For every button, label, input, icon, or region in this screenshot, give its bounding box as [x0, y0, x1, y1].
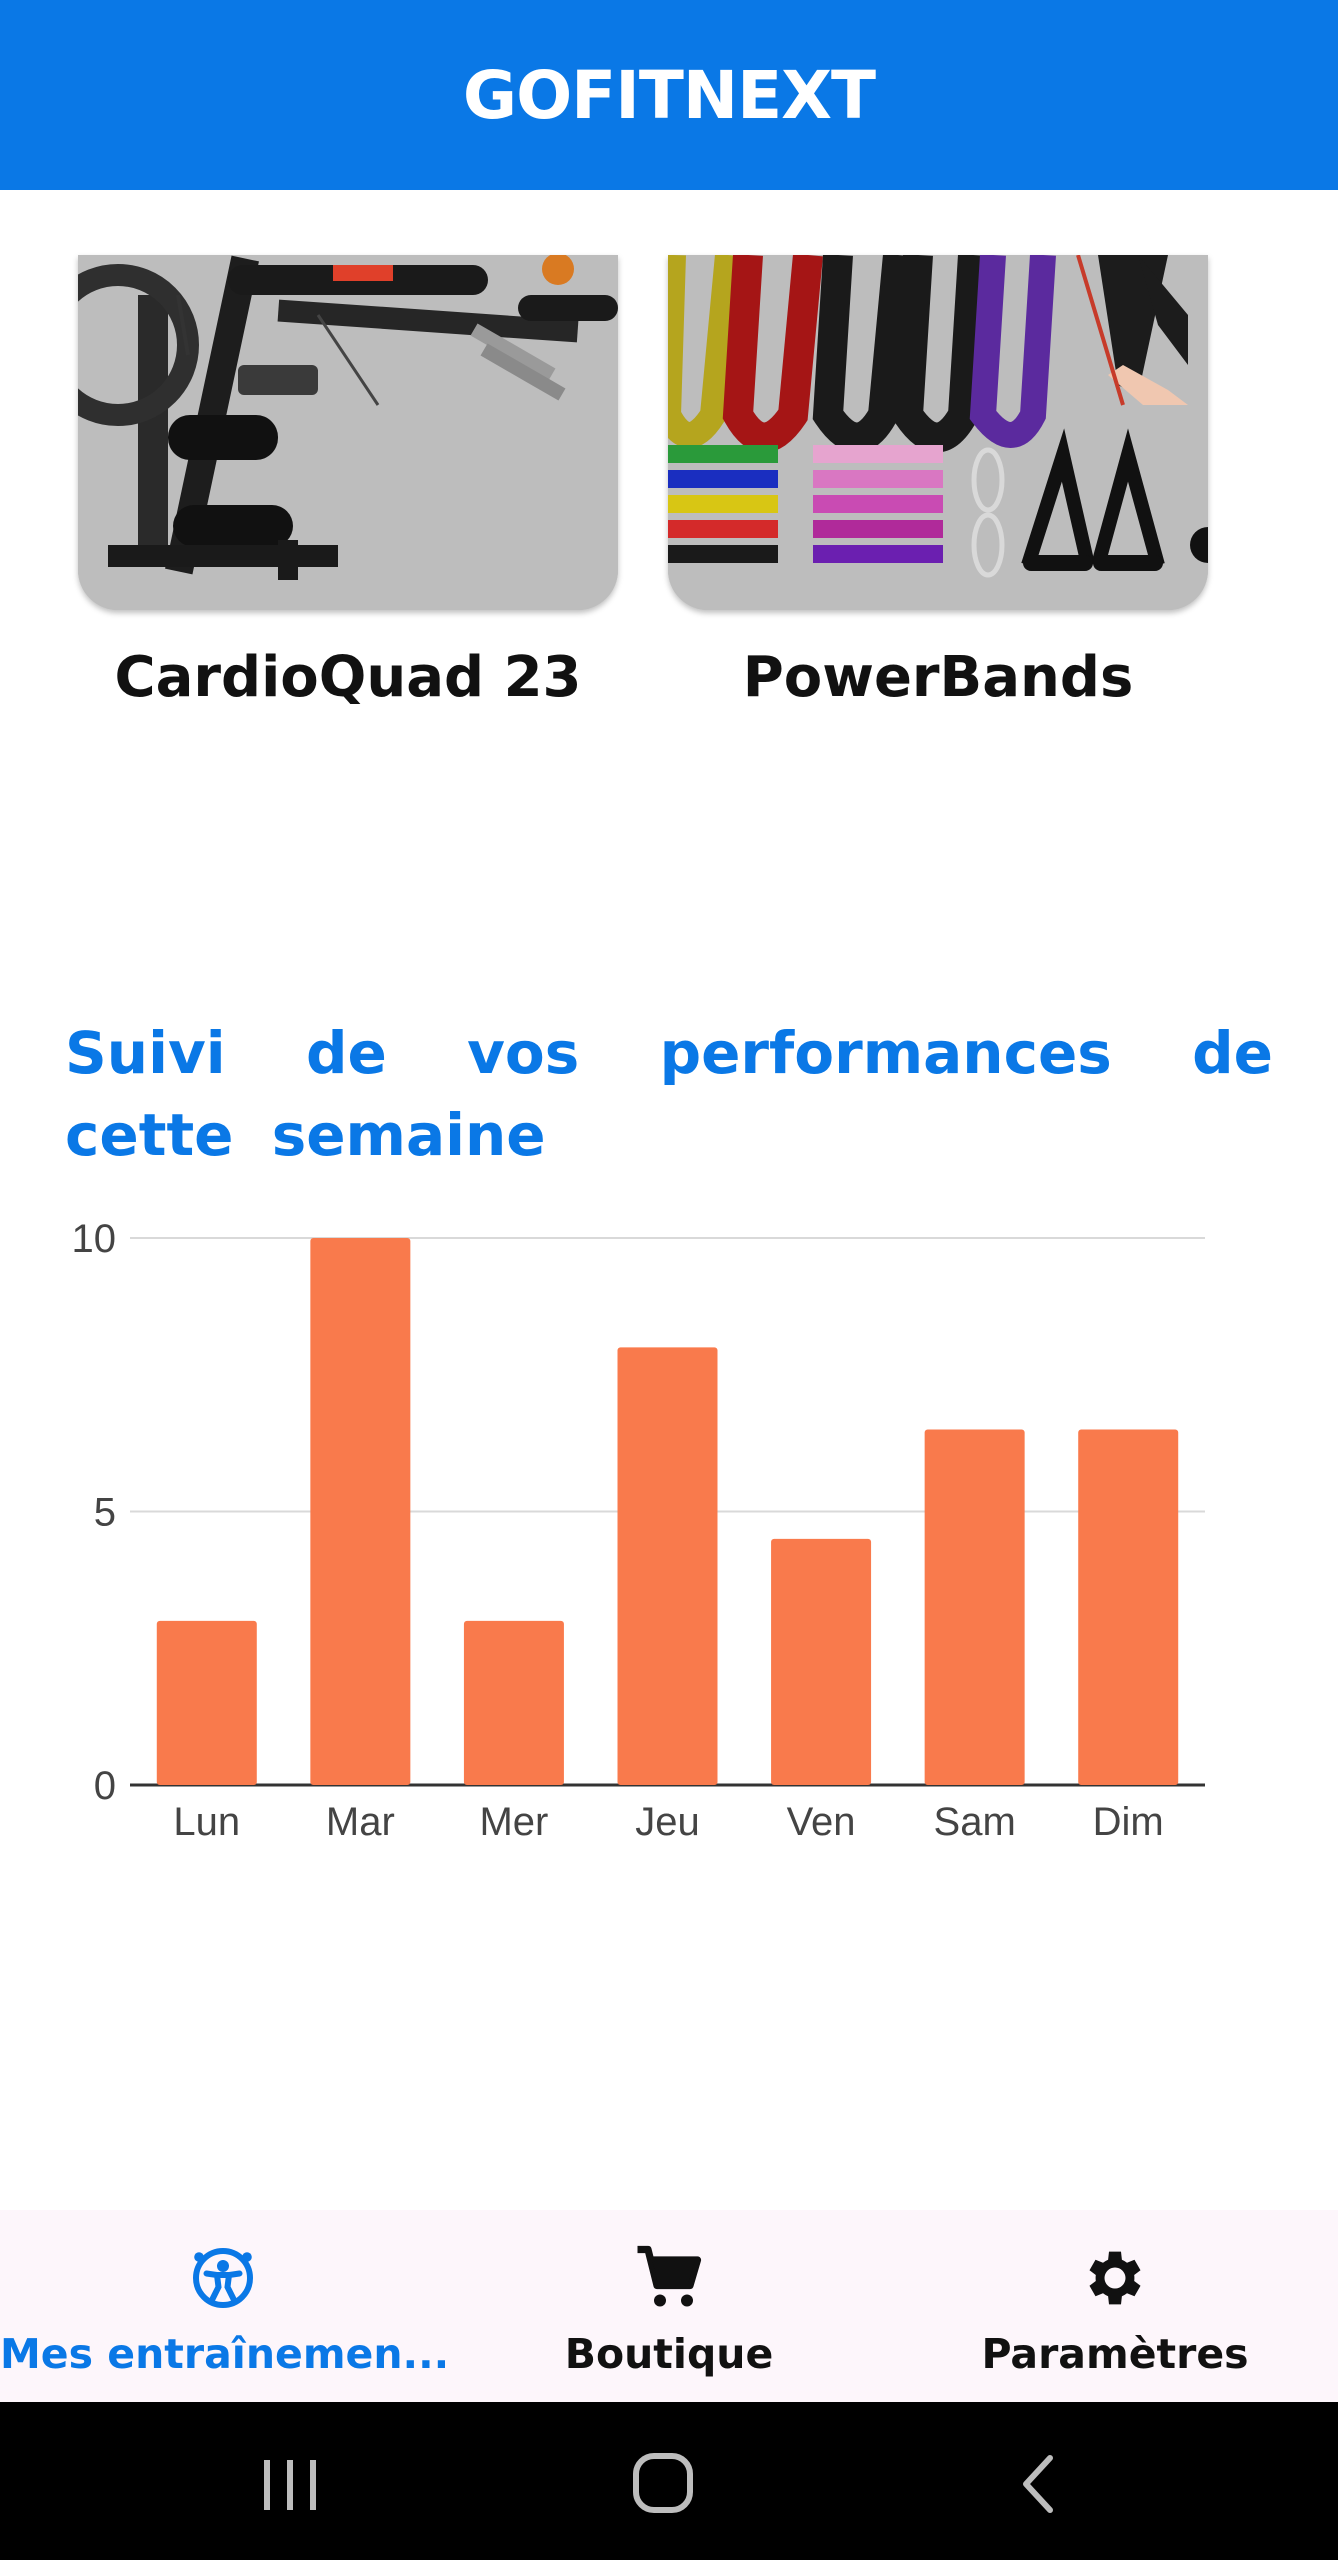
- app-title: GOFITNEXT: [462, 56, 876, 134]
- chart-bar-dim: [1078, 1429, 1179, 1785]
- nav-label-shop: Boutique: [564, 2330, 774, 2378]
- multi-gym-machine-image[interactable]: [78, 255, 618, 610]
- nav-item-settings[interactable]: Paramètres: [892, 2210, 1338, 2402]
- x-tick-label: Lun: [173, 1800, 240, 1844]
- cart-icon: [637, 2245, 702, 2307]
- nav-item-shop[interactable]: Boutique: [446, 2210, 892, 2402]
- bottom-navigation: Mes entraînemen... Boutique Paramètres: [0, 2210, 1338, 2402]
- resistance-bands-image[interactable]: [668, 255, 1208, 610]
- recent-apps-icon[interactable]: [264, 2460, 316, 2510]
- nav-label-workouts: Mes entraînemen...: [0, 2330, 450, 2378]
- weekly-performance-chart: 0 5 10 Lun Mar Mer Jeu Ven Sam Dim: [72, 1217, 1205, 1844]
- chart-bar-mar: [310, 1238, 411, 1785]
- chart-bar-jeu: [617, 1347, 718, 1785]
- y-tick-label: 10: [72, 1217, 117, 1261]
- x-tick-label: Sam: [934, 1800, 1016, 1844]
- chart-bar-mer: [463, 1620, 564, 1785]
- product-name[interactable]: CardioQuad 23: [114, 645, 582, 710]
- y-tick-label: 0: [94, 1764, 116, 1808]
- home-icon[interactable]: [633, 2453, 693, 2513]
- product-name[interactable]: PowerBands: [742, 645, 1134, 710]
- product-card[interactable]: PowerBands: [668, 255, 1208, 710]
- x-tick-label: Mer: [479, 1800, 548, 1844]
- app-bar: GOFITNEXT: [0, 0, 1338, 190]
- system-navigation-bar: [0, 2402, 1338, 2560]
- gear-icon: [1089, 2251, 1141, 2305]
- chart-bar-sam: [924, 1429, 1025, 1785]
- product-card[interactable]: CardioQuad 23: [78, 255, 618, 710]
- product-list: CardioQuad 23: [0, 255, 1338, 725]
- nav-item-workouts[interactable]: Mes entraînemen...: [0, 2210, 450, 2402]
- y-tick-label: 5: [94, 1491, 116, 1535]
- x-tick-label: Ven: [787, 1800, 856, 1844]
- performance-title: Suivi de vos performances de cette semai…: [65, 1019, 1273, 1169]
- x-tick-label: Mar: [326, 1800, 395, 1844]
- chart-bar-lun: [156, 1620, 257, 1785]
- chart-bar-ven: [771, 1538, 872, 1785]
- workout-icon: [193, 2248, 253, 2308]
- x-tick-label: Dim: [1093, 1800, 1164, 1844]
- x-tick-label: Jeu: [635, 1800, 700, 1844]
- nav-label-settings: Paramètres: [981, 2330, 1249, 2378]
- back-icon[interactable]: [1023, 2455, 1053, 2513]
